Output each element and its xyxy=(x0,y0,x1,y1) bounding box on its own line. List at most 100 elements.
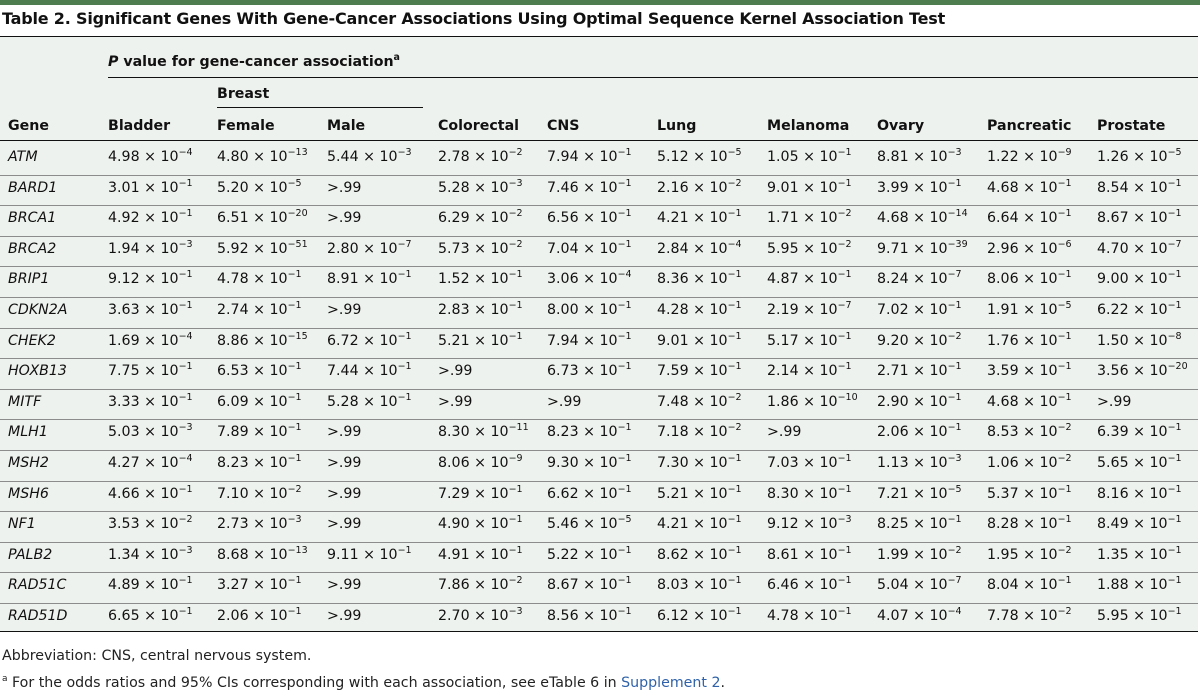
p-value-mantissa: 1.05 xyxy=(767,149,799,165)
p-value-cell: 7.94 × 10−1 xyxy=(547,148,632,166)
p-value-exponent: −1 xyxy=(837,269,852,281)
times-ten: × 10 xyxy=(688,608,728,624)
p-value-exponent: −13 xyxy=(287,147,308,158)
p-value-mantissa: 5.44 xyxy=(327,149,359,165)
p-value-mantissa: 7.46 xyxy=(547,179,579,196)
p-value-mantissa: 4.70 xyxy=(1097,240,1129,257)
p-value-exponent: −1 xyxy=(617,361,632,373)
p-value-mantissa: 8.06 xyxy=(987,271,1019,288)
p-value-mantissa: 6.09 xyxy=(217,393,249,410)
p-value-mantissa: 1.95 xyxy=(987,546,1019,563)
p-value-exponent: −1 xyxy=(947,391,962,403)
row-divider xyxy=(0,266,1198,267)
row-divider xyxy=(0,297,1198,298)
times-ten: × 10 xyxy=(798,271,838,288)
p-value-exponent: −7 xyxy=(837,300,852,311)
p-value-cell: 2.16 × 10−2 xyxy=(657,178,742,197)
p-value-exponent: −13 xyxy=(287,544,308,556)
p-value-mantissa: >.99 xyxy=(327,424,362,441)
times-ten: × 10 xyxy=(1018,302,1058,318)
p-value-mantissa: >.99 xyxy=(327,455,362,471)
p-value-exponent: −1 xyxy=(287,575,302,587)
supplement-link[interactable]: Supplement 2 xyxy=(621,675,721,691)
p-value-exponent: −4 xyxy=(617,269,632,281)
p-value-exponent: −1 xyxy=(837,483,852,495)
p-value-exponent: −1 xyxy=(617,147,632,158)
p-value-exponent: −4 xyxy=(178,453,193,464)
column-header-prostate: Prostate xyxy=(1097,118,1166,134)
p-value-mantissa: >.99 xyxy=(327,577,362,594)
p-value-mantissa: 1.06 xyxy=(987,455,1019,471)
p-value-cell: 9.12 × 10−1 xyxy=(108,270,193,288)
times-ten: × 10 xyxy=(469,240,509,257)
p-value-cell: 2.90 × 10−1 xyxy=(877,393,962,411)
p-value-cell: 5.03 × 10−3 xyxy=(108,423,193,441)
gene-name: RAD51C xyxy=(8,577,67,594)
p-value-cell: 1.35 × 10−1 xyxy=(1097,546,1182,564)
breast-group-header: Breast xyxy=(217,86,270,102)
p-value-mantissa: 9.12 xyxy=(108,271,140,288)
p-value-mantissa: 8.81 xyxy=(877,149,909,165)
p-value-exponent: −2 xyxy=(508,238,523,250)
p-value-mantissa: 8.25 xyxy=(877,516,909,533)
p-value-cell: 8.16 × 10−1 xyxy=(1097,484,1182,503)
times-ten: × 10 xyxy=(469,577,509,594)
p-value-cell: >.99 xyxy=(327,301,361,319)
row-divider xyxy=(0,236,1198,237)
p-value-mantissa: 5.92 xyxy=(217,240,249,257)
p-value-exponent: −1 xyxy=(178,208,193,220)
p-value-cell: 4.68 × 10−14 xyxy=(877,209,968,227)
p-value-cell: 7.78 × 10−2 xyxy=(987,607,1072,625)
row-divider xyxy=(0,450,1198,451)
p-value-exponent: −1 xyxy=(1057,514,1072,526)
p-value-cell: 4.28 × 10−1 xyxy=(657,301,742,319)
p-value-mantissa: 2.80 xyxy=(327,240,359,257)
abbreviation-footnote: Abbreviation: CNS, central nervous syste… xyxy=(2,648,312,664)
p-value-cell: 8.30 × 10−1 xyxy=(767,483,852,503)
p-value-cell: 1.34 × 10−3 xyxy=(108,546,193,564)
times-ten: × 10 xyxy=(1128,271,1168,288)
p-value-cell: 4.92 × 10−1 xyxy=(108,209,193,227)
p-value-exponent: −1 xyxy=(178,606,193,617)
p-value-cell: 1.05 × 10−1 xyxy=(767,148,852,166)
p-value-cell: 8.24 × 10−7 xyxy=(877,270,962,288)
p-value-cell: 3.99 × 10−1 xyxy=(877,178,962,197)
p-value-exponent: −1 xyxy=(617,177,632,189)
p-value-cell: 5.20 × 10−5 xyxy=(217,178,302,197)
p-value-cell: 4.70 × 10−7 xyxy=(1097,240,1182,258)
times-ten: × 10 xyxy=(908,546,948,563)
times-ten: × 10 xyxy=(798,332,838,349)
p-value-cell: >.99 xyxy=(327,576,361,594)
p-value-cell: 1.26 × 10−5 xyxy=(1097,148,1182,166)
p-value-cell: 8.68 × 10−13 xyxy=(217,546,308,564)
times-ten: × 10 xyxy=(908,271,948,288)
times-ten: × 10 xyxy=(688,179,728,196)
p-value-mantissa: 6.72 xyxy=(327,332,359,349)
p-value-exponent: −2 xyxy=(1057,422,1072,434)
times-ten: × 10 xyxy=(578,210,618,227)
p-value-cell: >.99 xyxy=(438,362,472,380)
p-value-cell: 9.01 × 10−1 xyxy=(767,178,852,197)
p-value-exponent: −3 xyxy=(508,177,523,189)
p-value-exponent: −1 xyxy=(727,606,742,617)
p-value-exponent: −2 xyxy=(1057,606,1072,617)
p-value-cell: 8.30 × 10−11 xyxy=(438,423,529,441)
times-ten: × 10 xyxy=(139,149,179,165)
p-value-mantissa: 4.27 xyxy=(108,455,140,471)
p-value-mantissa: 3.63 xyxy=(108,302,140,318)
p-value-mantissa: 1.52 xyxy=(438,271,470,288)
p-value-exponent: −1 xyxy=(1057,575,1072,587)
breast-group-rule xyxy=(217,107,423,108)
p-value-cell: 4.90 × 10−1 xyxy=(438,515,523,533)
p-value-exponent: −1 xyxy=(617,453,632,464)
times-ten: × 10 xyxy=(1128,363,1168,380)
p-value-exponent: −2 xyxy=(947,544,962,556)
p-value-cell: >.99 xyxy=(547,393,581,411)
p-value-mantissa: 2.83 xyxy=(438,302,470,318)
p-value-cell: 8.04 × 10−1 xyxy=(987,576,1072,594)
p-value-cell: 8.00 × 10−1 xyxy=(547,301,632,319)
p-value-exponent: −2 xyxy=(178,514,193,526)
times-ten: × 10 xyxy=(358,271,398,288)
p-value-cell: 6.72 × 10−1 xyxy=(327,331,412,350)
p-value-cell: 5.28 × 10−1 xyxy=(327,393,412,411)
